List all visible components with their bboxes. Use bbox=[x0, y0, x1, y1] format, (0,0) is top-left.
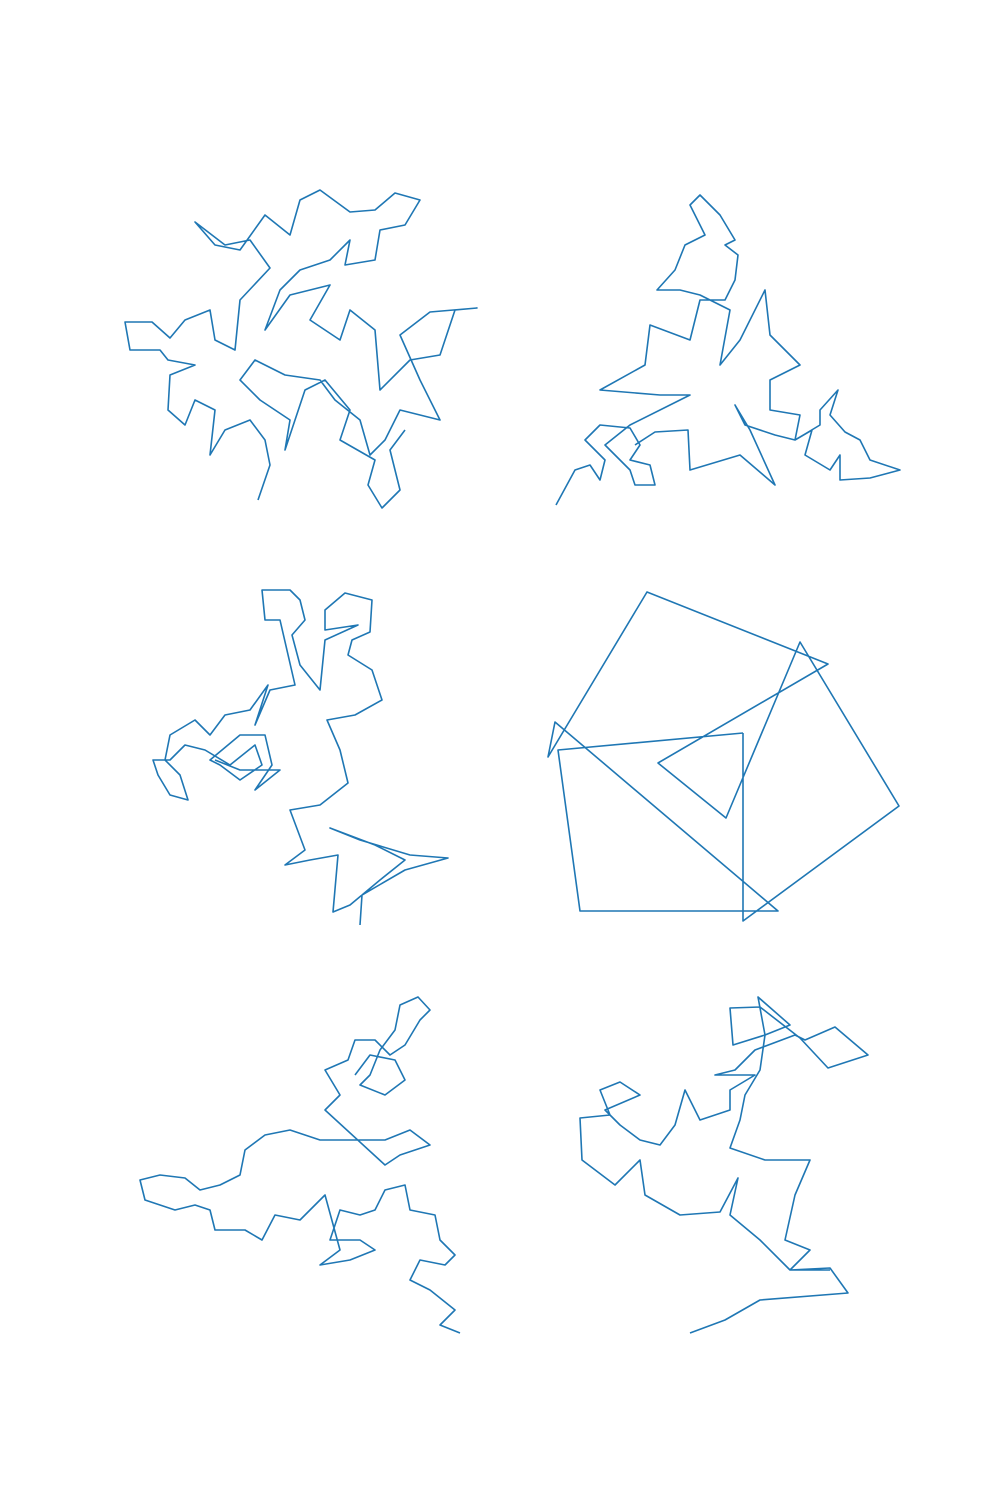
walk-line bbox=[152, 589, 449, 926]
walk-line bbox=[124, 189, 478, 509]
walk-line bbox=[555, 194, 901, 506]
walk-line bbox=[547, 591, 900, 922]
walk-line bbox=[579, 996, 869, 1334]
walk-line bbox=[139, 996, 461, 1334]
